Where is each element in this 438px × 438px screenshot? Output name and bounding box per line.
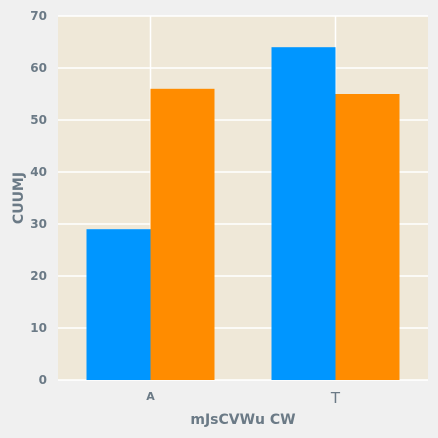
bar-t-series-1	[271, 47, 336, 380]
y-tick-label: 40	[30, 165, 47, 179]
bar-t-series-2	[335, 94, 400, 380]
x-axis-title: mJsCVWu CW	[190, 412, 295, 428]
y-tick-label: 0	[39, 373, 47, 387]
bars	[86, 47, 400, 381]
y-tick-label: 30	[30, 217, 47, 231]
y-axis-title: CUUMJ	[11, 172, 27, 224]
x-tick-label: T	[330, 389, 341, 407]
y-tick-label: 70	[30, 9, 47, 23]
y-tick-label: 10	[30, 321, 47, 335]
y-axis-ticks: 0 10 20 30 40 50 60 70	[30, 9, 47, 387]
bar-a-series-2	[150, 88, 215, 381]
y-tick-label: 20	[30, 269, 47, 283]
bar-a-series-1	[86, 229, 151, 380]
x-tick-label: A	[146, 390, 155, 403]
y-tick-label: 60	[30, 61, 47, 75]
y-tick-label: 50	[30, 113, 47, 127]
